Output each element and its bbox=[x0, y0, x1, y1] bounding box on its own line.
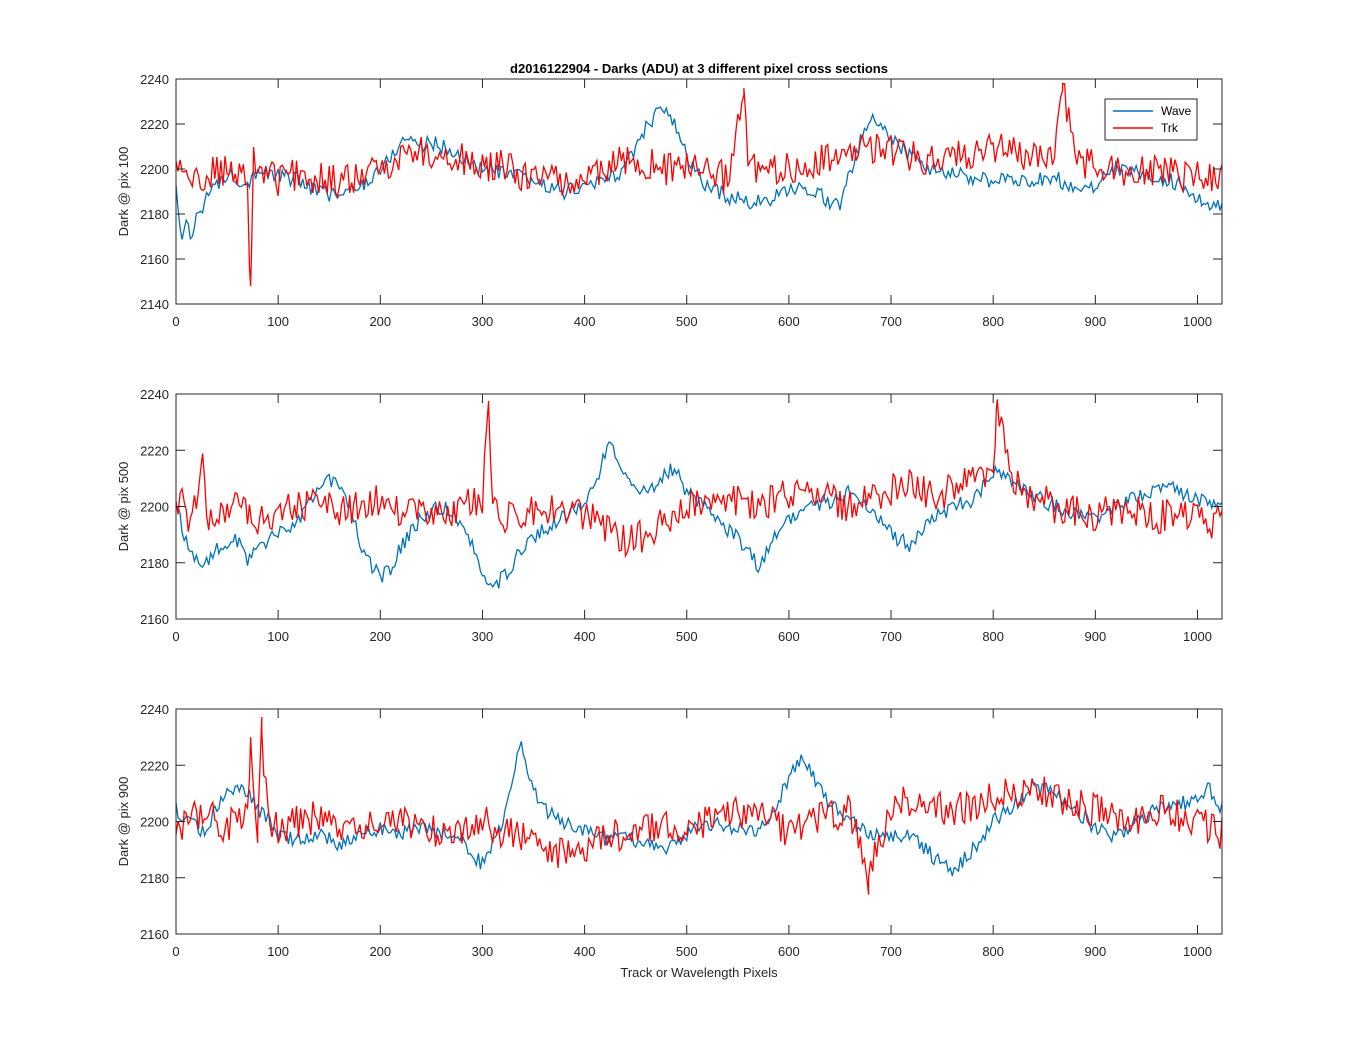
y-tick-label: 2160 bbox=[140, 612, 169, 627]
axes-box bbox=[175, 78, 1223, 305]
x-tick-label: 1000 bbox=[1183, 629, 1212, 644]
x-tick-label: 700 bbox=[880, 314, 902, 329]
x-tick-label: 100 bbox=[267, 629, 289, 644]
figure-title: d2016122904 - Darks (ADU) at 3 different… bbox=[510, 61, 888, 76]
x-tick-label: 600 bbox=[778, 944, 800, 959]
series-line-wave bbox=[176, 741, 1222, 876]
legend-box bbox=[1104, 98, 1198, 141]
x-tick-label: 200 bbox=[369, 314, 391, 329]
x-tick-label: 0 bbox=[172, 629, 179, 644]
x-tick-label: 600 bbox=[778, 629, 800, 644]
x-tick-label: 1000 bbox=[1183, 314, 1212, 329]
x-tick-label: 600 bbox=[778, 314, 800, 329]
x-tick-label: 700 bbox=[880, 629, 902, 644]
x-tick-label: 500 bbox=[676, 314, 698, 329]
y-tick-label: 2180 bbox=[140, 871, 169, 886]
x-tick-label: 500 bbox=[676, 944, 698, 959]
x-tick-label: 400 bbox=[574, 944, 596, 959]
y-tick-label: 2200 bbox=[140, 162, 169, 177]
y-axis-label: Dark @ pix 100 bbox=[116, 147, 131, 237]
legend-label-wave: Wave bbox=[1161, 104, 1192, 118]
legend-label-trk: Trk bbox=[1161, 121, 1179, 135]
x-tick-label: 800 bbox=[982, 944, 1004, 959]
y-tick-label: 2220 bbox=[140, 443, 169, 458]
x-tick-label: 500 bbox=[676, 629, 698, 644]
subplot-2: 0 100 200 300 400 500 600 700 800 900 1000 2160 2180… bbox=[116, 387, 1223, 644]
series-line-trk bbox=[176, 399, 1222, 559]
x-tick-label: 900 bbox=[1084, 629, 1106, 644]
x-tick-label: 100 bbox=[267, 314, 289, 329]
x-tick-label: 400 bbox=[574, 314, 596, 329]
y-tick-label: 2200 bbox=[140, 815, 169, 830]
x-tick-label: 300 bbox=[472, 629, 494, 644]
y-tick-label: 2160 bbox=[140, 927, 169, 942]
x-tick-label: 1000 bbox=[1183, 944, 1212, 959]
x-tick-label: 200 bbox=[369, 629, 391, 644]
x-tick-label: 400 bbox=[574, 629, 596, 644]
y-tick-label: 2240 bbox=[140, 72, 169, 87]
y-tick-label: 2240 bbox=[140, 387, 169, 402]
x-tick-label: 200 bbox=[369, 944, 391, 959]
legend: Wave Trk bbox=[1104, 98, 1198, 141]
y-tick-label: 2220 bbox=[140, 117, 169, 132]
subplot-3: 0 100 200 300 400 500 600 700 800 900 1000 2160 2180… bbox=[116, 702, 1223, 959]
y-tick-label: 2180 bbox=[140, 556, 169, 571]
x-tick-label: 300 bbox=[472, 314, 494, 329]
y-tick-label: 2140 bbox=[140, 297, 169, 312]
y-tick-label: 2180 bbox=[140, 207, 169, 222]
y-tick-label: 2240 bbox=[140, 702, 169, 717]
x-tick-label: 900 bbox=[1084, 314, 1106, 329]
x-tick-label: 700 bbox=[880, 944, 902, 959]
y-tick-label: 2200 bbox=[140, 500, 169, 515]
y-axis-label: Dark @ pix 500 bbox=[116, 462, 131, 552]
y-axis-label: Dark @ pix 900 bbox=[116, 777, 131, 867]
y-tick-label: 2160 bbox=[140, 252, 169, 267]
x-tick-label: 0 bbox=[172, 944, 179, 959]
subplot-1: 0 100 200 300 400 500 600 700 800 900 1000 2140 2160… bbox=[116, 72, 1223, 329]
x-tick-label: 900 bbox=[1084, 944, 1106, 959]
x-tick-label: 0 bbox=[172, 314, 179, 329]
x-tick-label: 800 bbox=[982, 629, 1004, 644]
series-line-trk bbox=[176, 716, 1222, 895]
subplots: 0 100 200 300 400 500 600 700 800 900 100021402160… bbox=[116, 72, 1223, 959]
x-tick-label: 100 bbox=[267, 944, 289, 959]
x-tick-label: 800 bbox=[982, 314, 1004, 329]
x-tick-label: 300 bbox=[472, 944, 494, 959]
x-axis-label: Track or Wavelength Pixels bbox=[620, 965, 778, 980]
series-line-trk bbox=[176, 82, 1222, 287]
y-tick-label: 2220 bbox=[140, 758, 169, 773]
